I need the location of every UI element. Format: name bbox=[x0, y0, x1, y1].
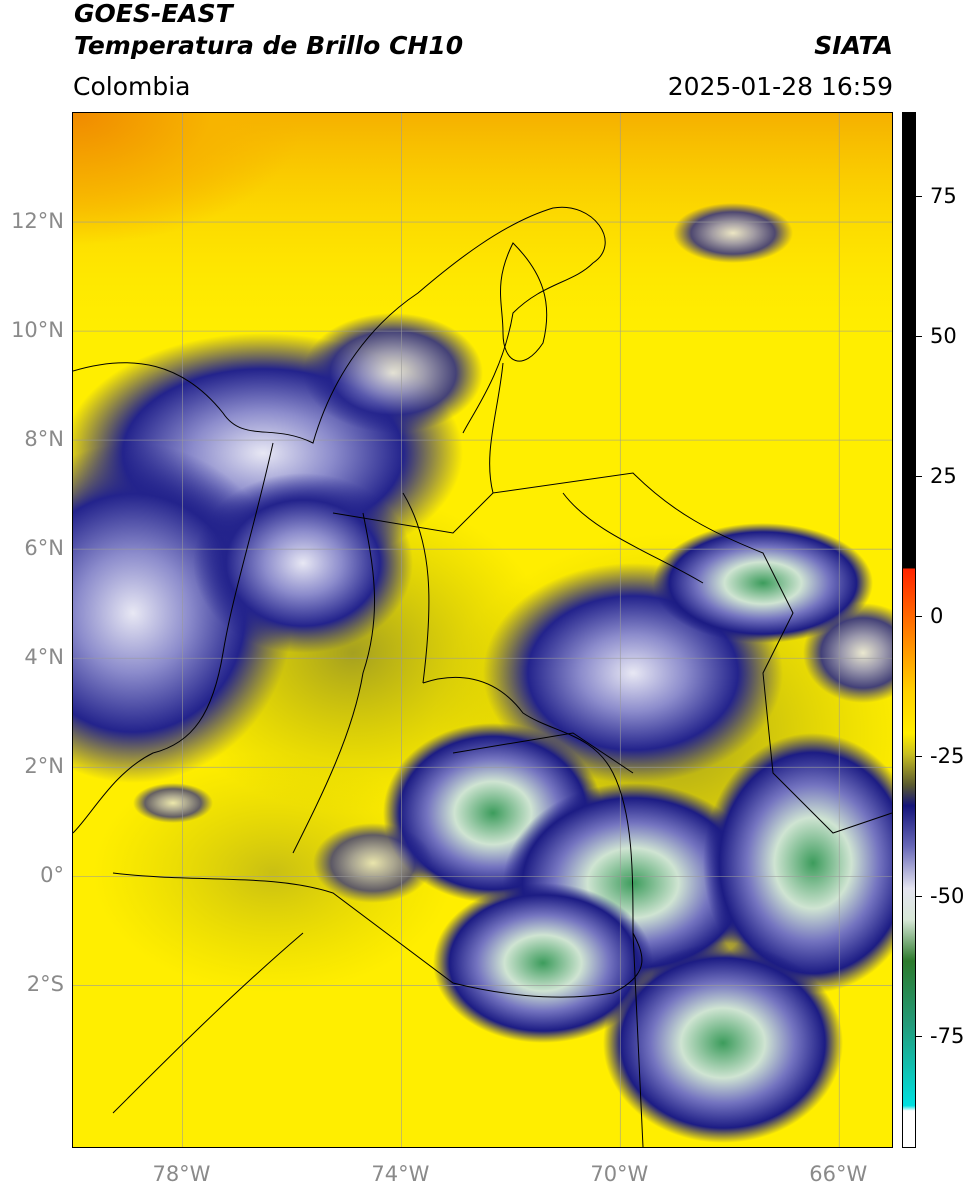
cloud-cluster-venezuela-coast bbox=[673, 203, 793, 263]
caribbean-coast bbox=[73, 206, 606, 444]
map-canvas bbox=[73, 113, 892, 1147]
cloud-cluster-east-edge bbox=[803, 603, 892, 703]
colorbar-tick bbox=[916, 896, 922, 897]
colombia-ecuador-peru-border bbox=[112, 872, 643, 998]
colorbar-label: -75 bbox=[930, 1024, 965, 1048]
colorbar-tick bbox=[916, 336, 922, 337]
eastern-cordillera bbox=[402, 492, 430, 684]
cloud-cluster-pacific-south bbox=[133, 783, 213, 823]
western-cordillera bbox=[73, 442, 274, 834]
colorbar-tick bbox=[916, 196, 922, 197]
lat-label: 4°N bbox=[24, 645, 64, 670]
central-cordillera bbox=[292, 512, 375, 854]
colorbar-label: -50 bbox=[930, 884, 965, 908]
satellite-map bbox=[72, 112, 893, 1148]
organization-label: SIATA bbox=[814, 31, 893, 60]
lat-label: 0° bbox=[40, 863, 64, 888]
amazon-department-line bbox=[422, 676, 634, 934]
colorbar-label: 0 bbox=[930, 604, 944, 628]
region-label: Colombia bbox=[73, 72, 191, 101]
lat-label: 10°N bbox=[11, 318, 64, 343]
cloud-cluster-choco bbox=[193, 473, 413, 653]
timestamp-label: 2025-01-28 16:59 bbox=[667, 72, 893, 101]
colorbar bbox=[902, 112, 916, 1148]
lon-label: 66°W bbox=[809, 1162, 868, 1186]
cloud-cluster-rionegro bbox=[703, 733, 892, 993]
colorbar-label: 25 bbox=[930, 464, 957, 488]
product-title: Temperatura de Brillo CH10 bbox=[74, 31, 464, 60]
lat-label: 2°S bbox=[26, 972, 64, 997]
lon-label: 70°W bbox=[590, 1162, 649, 1186]
colorbar-label: 50 bbox=[930, 324, 957, 348]
cloud-cluster-south-amazon bbox=[603, 943, 843, 1143]
lat-label: 8°N bbox=[24, 427, 64, 452]
cloud-cluster-amazonas bbox=[433, 883, 653, 1043]
graticule bbox=[73, 113, 892, 1147]
lon-label: 78°W bbox=[152, 1162, 211, 1186]
cloud-cluster-putumayo bbox=[313, 823, 433, 903]
colorbar-tick bbox=[916, 616, 922, 617]
colombia-brazil-border bbox=[632, 932, 644, 1147]
satellite-title: GOES-EAST bbox=[74, 0, 233, 28]
colorbar-tick bbox=[916, 476, 922, 477]
lake-maracaibo bbox=[500, 242, 548, 362]
cloud-cluster-llanos bbox=[653, 523, 873, 643]
borders bbox=[73, 206, 892, 1147]
magdalena-line bbox=[332, 492, 494, 534]
colorbar-label: -25 bbox=[930, 744, 965, 768]
lon-label: 74°W bbox=[371, 1162, 430, 1186]
guaviare-line bbox=[452, 732, 634, 774]
colorbar-tick bbox=[916, 756, 922, 757]
colorbar-tick bbox=[916, 1036, 922, 1037]
cloud-cluster-caribbean bbox=[303, 313, 483, 433]
warm-sea-corner bbox=[73, 113, 493, 353]
colombia-venezuela-border bbox=[489, 362, 892, 834]
ecuador-coast bbox=[112, 932, 304, 1114]
lat-label: 2°N bbox=[24, 754, 64, 779]
colorbar-gradient bbox=[903, 113, 915, 1147]
lat-label: 6°N bbox=[24, 536, 64, 561]
arauca-line bbox=[562, 492, 704, 584]
colorbar-label: 75 bbox=[930, 184, 957, 208]
lat-label: 12°N bbox=[11, 209, 64, 234]
